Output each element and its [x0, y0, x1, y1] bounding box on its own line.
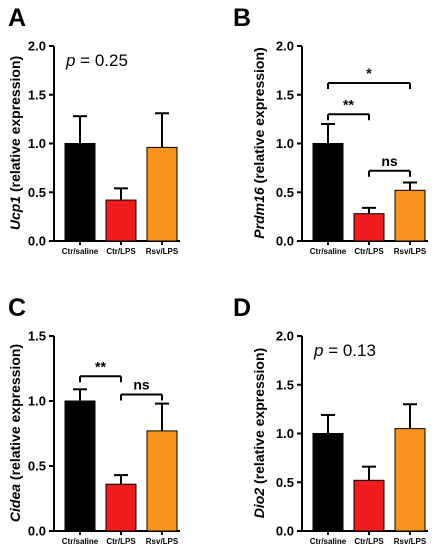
y-tick-label: 0.0: [276, 234, 294, 249]
bar-ctr-saline: [312, 143, 344, 242]
p-value-text: = 0.25: [75, 51, 127, 70]
y-axis-label-gene: Dio2: [251, 488, 267, 519]
y-axis-label: Ucp1 (relative expression): [7, 56, 23, 230]
chart-panel-c: C 0.0 0.5 1.0 1.5 Cidea (relative expression)…: [7, 294, 180, 546]
bar-ctr-lps: [353, 213, 385, 242]
category-label: Ctr/saline: [310, 537, 347, 546]
y-tick-label: 2.0: [276, 329, 294, 344]
p-value-annotation: p = 0.13: [313, 341, 376, 360]
panel-letter: B: [233, 4, 251, 32]
y-axis-label-unit: (relative expression): [251, 348, 267, 488]
y-axis-label: Cidea (relative expression): [7, 344, 23, 522]
y-tick-label: 1.5: [28, 87, 46, 102]
y-axis-label: Prdm16 (relative expression): [251, 47, 267, 238]
chart-panel-a: A 0.0 0.5 1.0 1.5 2.0 Ucp1 (relative expressio…: [7, 4, 180, 256]
y-axis-label-unit: (relative expression): [251, 47, 267, 187]
panel-letter: A: [8, 4, 26, 32]
chart-panel-b: B 0.0 0.5 1.0 1.5 2.0 Prdm16 (relative express…: [233, 4, 428, 256]
y-tick-label: 1.0: [28, 136, 46, 151]
category-label: Rsv/LPS: [146, 537, 179, 546]
category-label: Ctr/LPS: [354, 537, 384, 546]
y-tick-label: 2.0: [276, 39, 294, 54]
category-label: Ctr/saline: [62, 537, 99, 546]
category-label: Ctr/LPS: [106, 537, 136, 546]
bar-ctr-lps: [353, 479, 385, 532]
y-tick-label: 2.0: [28, 39, 46, 54]
category-label: Ctr/LPS: [106, 247, 136, 256]
y-axis-label-unit: (relative expression): [7, 56, 23, 196]
y-axis-label: Dio2 (relative expression): [251, 348, 267, 518]
y-tick-label: 1.0: [28, 394, 46, 409]
bar-ctr-saline: [64, 400, 96, 532]
panel-letter: C: [8, 294, 26, 322]
y-tick-label: 0.5: [276, 185, 294, 200]
category-label: Rsv/LPS: [146, 247, 179, 256]
y-tick-label: 1.5: [28, 329, 46, 344]
p-value-symbol: p: [313, 341, 323, 360]
y-tick-label: 1.5: [276, 87, 294, 102]
chart-panel-d: D 0.0 0.5 1.0 1.5 2.0 Dio2 (relative expressio…: [233, 294, 428, 546]
significance-label: ns: [381, 153, 398, 169]
y-axis-label-unit: (relative expression): [7, 344, 23, 484]
y-axis-label-gene: Cidea: [7, 484, 23, 522]
bar-ctr-lps: [105, 199, 137, 242]
category-label: Rsv/LPS: [394, 537, 427, 546]
y-tick-label: 0.5: [28, 185, 46, 200]
significance-label: ns: [133, 377, 150, 393]
bar-rsv-lps: [146, 430, 178, 532]
p-value-text: = 0.13: [323, 341, 375, 360]
y-tick-label: 0.0: [28, 234, 46, 249]
category-label: Ctr/saline: [62, 247, 99, 256]
panel-letter: D: [233, 294, 251, 322]
bar-rsv-lps: [146, 146, 178, 242]
y-tick-label: 0.0: [276, 524, 294, 539]
bar-ctr-saline: [64, 143, 96, 242]
bar-ctr-saline: [312, 433, 344, 532]
bar-ctr-lps: [105, 483, 137, 532]
significance-label: **: [95, 358, 106, 374]
y-tick-label: 1.5: [276, 377, 294, 392]
p-value-annotation: p = 0.25: [65, 51, 128, 70]
significance-label: *: [366, 65, 372, 81]
y-tick-label: 0.5: [28, 459, 46, 474]
y-tick-label: 1.0: [276, 136, 294, 151]
y-tick-label: 0.5: [276, 475, 294, 490]
p-value-symbol: p: [65, 51, 75, 70]
y-tick-label: 1.0: [276, 426, 294, 441]
category-label: Ctr/LPS: [354, 247, 384, 256]
category-label: Ctr/saline: [310, 247, 347, 256]
bar-rsv-lps: [394, 428, 426, 532]
category-label: Rsv/LPS: [394, 247, 427, 256]
significance-label: **: [343, 96, 354, 112]
y-tick-label: 0.0: [28, 524, 46, 539]
y-axis-label-gene: Ucp1: [7, 196, 23, 230]
bar-rsv-lps: [394, 189, 426, 242]
y-axis-label-gene: Prdm16: [251, 187, 267, 239]
